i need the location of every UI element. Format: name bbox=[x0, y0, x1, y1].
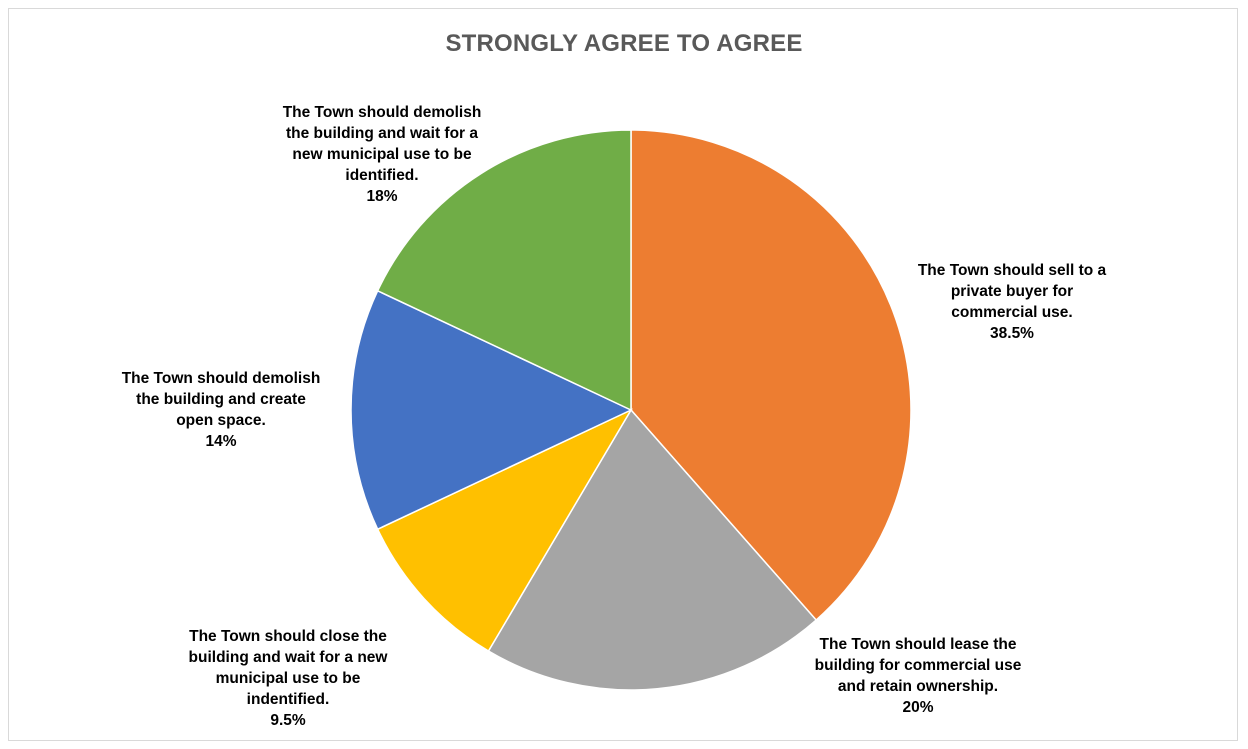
slice-label-text: The Town should sell to a private buyer … bbox=[917, 262, 1107, 321]
slice-percent-label: 18% bbox=[366, 188, 398, 205]
slice-label-2: The Town should lease the building for c… bbox=[815, 634, 1022, 718]
slice-label-text: The Town should demolish the building an… bbox=[121, 370, 321, 429]
slice-label-4: The Town should demolish the building an… bbox=[122, 368, 321, 452]
pie-slice-1 bbox=[630, 129, 912, 622]
pie-slice-5 bbox=[376, 129, 632, 412]
pie-slice-3 bbox=[376, 408, 633, 653]
pie-slice-4 bbox=[350, 289, 633, 531]
chart-title: STRONGLY AGREE TO AGREE bbox=[445, 30, 803, 57]
slice-label-1: The Town should sell to a private buyer … bbox=[918, 260, 1106, 344]
slice-label-text: The Town should lease the building for c… bbox=[814, 636, 1022, 695]
slice-label-text: The Town should demolish the building an… bbox=[282, 104, 482, 184]
slice-label-5: The Town should demolish the building an… bbox=[283, 102, 482, 207]
pie-slice-2 bbox=[487, 408, 818, 691]
slice-percent-label: 9.5% bbox=[270, 712, 306, 729]
slice-percent-label: 38.5% bbox=[990, 325, 1034, 342]
slice-label-text: The Town should close the building and w… bbox=[188, 628, 388, 708]
slice-percent-label: 14% bbox=[205, 433, 237, 450]
slice-percent-label: 20% bbox=[902, 699, 934, 716]
slice-label-3: The Town should close the building and w… bbox=[189, 626, 388, 731]
